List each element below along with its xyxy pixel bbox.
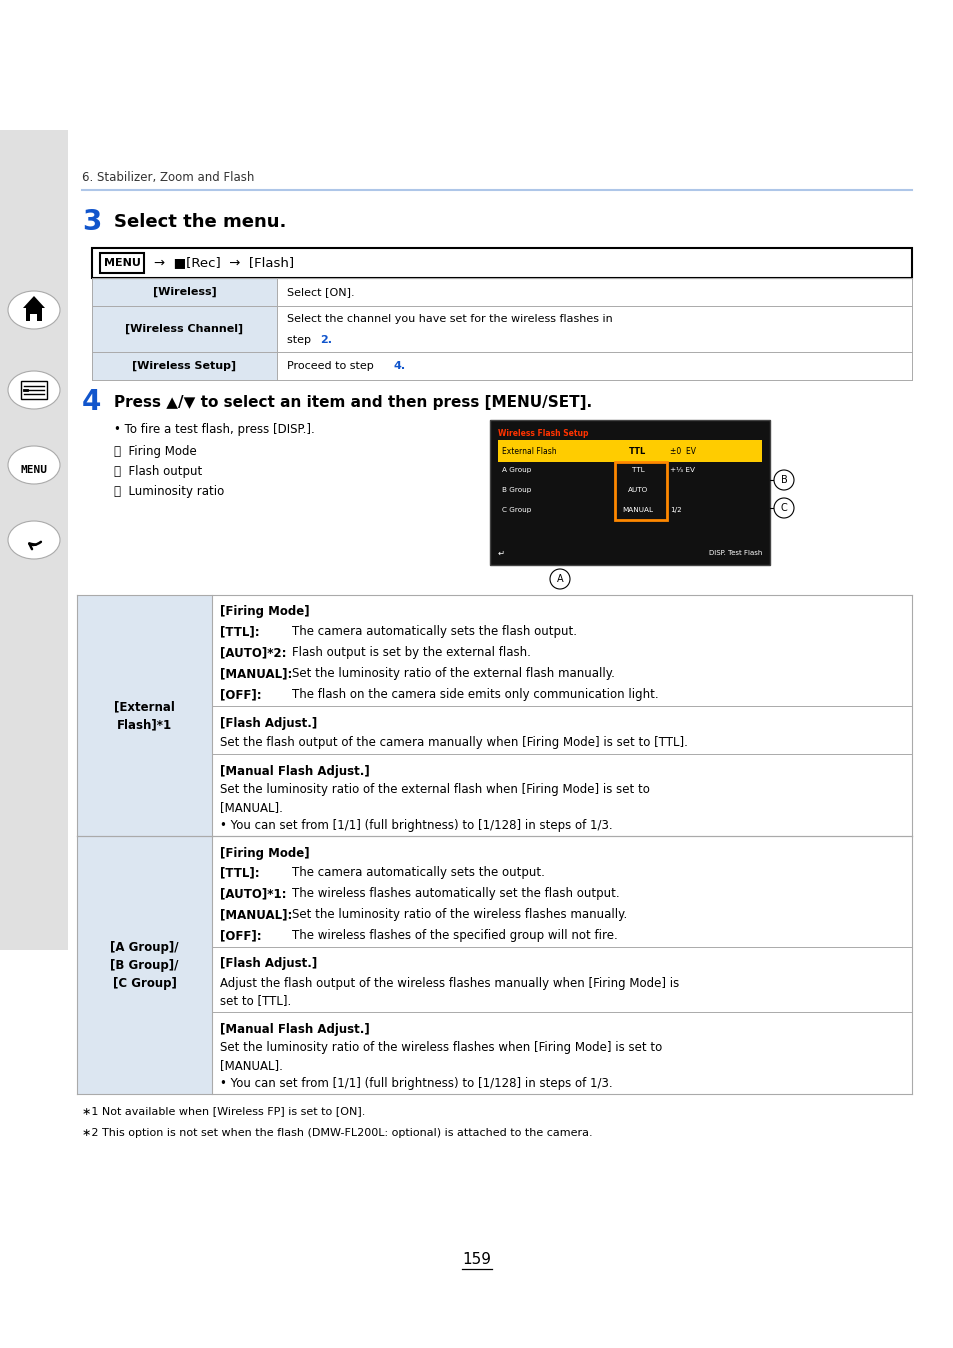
Text: C: C — [780, 503, 786, 514]
Text: Set the flash output of the camera manually when [Firing Mode] is set to [TTL].: Set the flash output of the camera manua… — [220, 736, 687, 749]
Text: MENU: MENU — [20, 465, 48, 474]
Text: 4.: 4. — [394, 361, 406, 371]
Text: 1/2: 1/2 — [669, 507, 681, 514]
Text: [MANUAL]:: [MANUAL]: — [220, 909, 292, 921]
Text: [AUTO]*1:: [AUTO]*1: — [220, 887, 286, 900]
Text: 2.: 2. — [319, 336, 332, 345]
Ellipse shape — [773, 470, 793, 491]
Text: [Firing Mode]: [Firing Mode] — [220, 847, 310, 860]
Text: 3: 3 — [82, 208, 101, 236]
FancyBboxPatch shape — [100, 253, 144, 274]
Text: [OFF]:: [OFF]: — [220, 687, 261, 701]
Ellipse shape — [8, 291, 60, 329]
Text: [A Group]/
[B Group]/
[C Group]: [A Group]/ [B Group]/ [C Group] — [111, 941, 178, 989]
Text: AUTO: AUTO — [627, 487, 647, 493]
Text: [Manual Flash Adjust.]: [Manual Flash Adjust.] — [220, 1023, 370, 1035]
Text: [External
Flash]*1: [External Flash]*1 — [114, 700, 174, 731]
Text: [MANUAL]:: [MANUAL]: — [220, 667, 292, 679]
FancyBboxPatch shape — [91, 306, 276, 352]
Text: Set the luminosity ratio of the external flash when [Firing Mode] is set to
[MAN: Set the luminosity ratio of the external… — [220, 783, 649, 832]
Text: [Wireless Setup]: [Wireless Setup] — [132, 361, 236, 371]
FancyBboxPatch shape — [91, 352, 276, 380]
Text: [Manual Flash Adjust.]: [Manual Flash Adjust.] — [220, 764, 370, 778]
Text: • To fire a test flash, press [DISP.].: • To fire a test flash, press [DISP.]. — [113, 423, 314, 437]
Text: Set the luminosity ratio of the wireless flashes when [Firing Mode] is set to
[M: Set the luminosity ratio of the wireless… — [220, 1041, 661, 1091]
Text: [Flash Adjust.]: [Flash Adjust.] — [220, 957, 317, 971]
FancyBboxPatch shape — [30, 314, 37, 321]
Text: [TTL]:: [TTL]: — [220, 625, 259, 638]
Text: B Group: B Group — [501, 487, 531, 493]
Text: MENU: MENU — [104, 257, 140, 268]
Text: [Flash Adjust.]: [Flash Adjust.] — [220, 717, 317, 729]
Text: [Wireless]: [Wireless] — [152, 287, 216, 297]
FancyBboxPatch shape — [21, 381, 47, 399]
Text: 4: 4 — [82, 388, 101, 417]
Text: MANUAL: MANUAL — [622, 507, 653, 514]
Text: Set the luminosity ratio of the wireless flashes manually.: Set the luminosity ratio of the wireless… — [292, 909, 626, 921]
FancyBboxPatch shape — [0, 129, 68, 950]
Text: step: step — [287, 336, 314, 345]
Text: ±0  EV: ±0 EV — [669, 446, 696, 456]
Text: [OFF]:: [OFF]: — [220, 929, 261, 942]
Text: Ⓑ  Flash output: Ⓑ Flash output — [113, 465, 202, 479]
Text: →  ■[Rec]  →  [Flash]: → ■[Rec] → [Flash] — [153, 256, 294, 270]
Text: Ⓐ  Firing Mode: Ⓐ Firing Mode — [113, 445, 196, 458]
Text: DISP. Test Flash: DISP. Test Flash — [708, 550, 761, 555]
Text: [Wireless Channel]: [Wireless Channel] — [125, 324, 243, 334]
Text: A Group: A Group — [501, 466, 531, 473]
Text: Wireless Flash Setup: Wireless Flash Setup — [497, 430, 588, 438]
Text: Select the channel you have set for the wireless flashes in: Select the channel you have set for the … — [287, 314, 612, 324]
Text: C Group: C Group — [501, 507, 531, 514]
Text: Select the menu.: Select the menu. — [113, 213, 286, 231]
FancyBboxPatch shape — [91, 248, 911, 278]
Text: TTL: TTL — [631, 466, 643, 473]
Text: ↵: ↵ — [497, 549, 504, 558]
FancyBboxPatch shape — [26, 307, 42, 321]
Ellipse shape — [773, 497, 793, 518]
Text: 159: 159 — [462, 1252, 491, 1267]
Text: ∗2 This option is not set when the flash (DMW-FL200L: optional) is attached to t: ∗2 This option is not set when the flash… — [82, 1128, 592, 1138]
Text: The flash on the camera side emits only communication light.: The flash on the camera side emits only … — [292, 687, 658, 701]
Text: [Firing Mode]: [Firing Mode] — [220, 605, 310, 619]
Text: A: A — [557, 574, 562, 584]
Text: B: B — [780, 474, 786, 485]
Text: Flash output is set by the external flash.: Flash output is set by the external flas… — [292, 646, 530, 659]
Ellipse shape — [8, 446, 60, 484]
Text: +⅓ EV: +⅓ EV — [669, 466, 695, 473]
Ellipse shape — [550, 569, 569, 589]
Text: The wireless flashes automatically set the flash output.: The wireless flashes automatically set t… — [292, 887, 619, 900]
FancyBboxPatch shape — [77, 594, 212, 836]
Text: Adjust the flash output of the wireless flashes manually when [Firing Mode] is
s: Adjust the flash output of the wireless … — [220, 976, 679, 1007]
Text: Ⓒ  Luminosity ratio: Ⓒ Luminosity ratio — [113, 485, 224, 499]
Text: 6. Stabilizer, Zoom and Flash: 6. Stabilizer, Zoom and Flash — [82, 171, 254, 185]
Text: TTL: TTL — [629, 446, 646, 456]
Text: Set the luminosity ratio of the external flash manually.: Set the luminosity ratio of the external… — [292, 667, 615, 679]
Ellipse shape — [8, 371, 60, 408]
Text: The camera automatically sets the output.: The camera automatically sets the output… — [292, 865, 544, 879]
FancyBboxPatch shape — [91, 278, 276, 306]
Polygon shape — [23, 297, 45, 307]
Text: [AUTO]*2:: [AUTO]*2: — [220, 646, 286, 659]
FancyBboxPatch shape — [497, 439, 761, 462]
Text: Select [ON].: Select [ON]. — [287, 287, 355, 297]
Ellipse shape — [8, 520, 60, 559]
Text: [TTL]:: [TTL]: — [220, 865, 259, 879]
Text: Proceed to step: Proceed to step — [287, 361, 376, 371]
Text: Press ▲/▼ to select an item and then press [MENU/SET].: Press ▲/▼ to select an item and then pre… — [113, 395, 592, 410]
Text: The wireless flashes of the specified group will not fire.: The wireless flashes of the specified gr… — [292, 929, 618, 942]
Text: ∗1 Not available when [Wireless FP] is set to [ON].: ∗1 Not available when [Wireless FP] is s… — [82, 1105, 365, 1116]
FancyBboxPatch shape — [77, 836, 212, 1095]
Text: External Flash: External Flash — [501, 446, 556, 456]
Text: The camera automatically sets the flash output.: The camera automatically sets the flash … — [292, 625, 577, 638]
FancyBboxPatch shape — [490, 421, 769, 565]
